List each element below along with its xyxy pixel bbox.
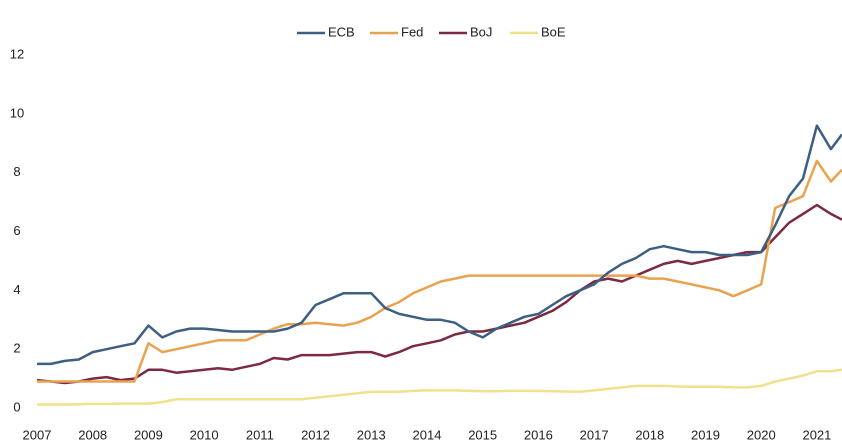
legend-label: Fed — [401, 24, 423, 39]
x-tick-label: 2008 — [78, 427, 107, 442]
series-line — [37, 368, 842, 406]
y-tick-label: 0 — [13, 399, 20, 414]
y-tick-label: 10 — [10, 105, 24, 120]
y-tick-label: 6 — [13, 223, 20, 238]
y-tick-label: 4 — [13, 282, 20, 297]
legend-label: BoE — [541, 24, 566, 39]
x-tick-label: 2010 — [190, 427, 219, 442]
x-tick-label: 2016 — [524, 427, 553, 442]
x-tick-label: 2007 — [23, 427, 52, 442]
y-tick-label: 8 — [13, 164, 20, 179]
series-line — [37, 124, 842, 366]
series-line — [36, 203, 842, 385]
y-tick-label: 2 — [13, 341, 20, 356]
x-tick-label: 2017 — [580, 427, 609, 442]
x-tick-label: 2020 — [747, 427, 776, 442]
x-tick-label: 2011 — [246, 427, 274, 442]
x-tick-label: 2009 — [134, 427, 163, 442]
x-tick-label: 2014 — [413, 427, 442, 442]
x-tick-label: 2018 — [635, 427, 664, 442]
y-tick-label: 12 — [10, 46, 24, 61]
series-line — [37, 159, 842, 383]
legend-label: BoJ — [470, 24, 492, 39]
x-tick-label: 2012 — [301, 427, 330, 442]
x-tick-label: 2019 — [691, 427, 720, 442]
x-tick-label: 2021 — [802, 427, 831, 442]
x-tick-label: 2013 — [357, 427, 386, 442]
legend-label: ECB — [328, 24, 355, 39]
x-tick-label: 2015 — [468, 427, 497, 442]
